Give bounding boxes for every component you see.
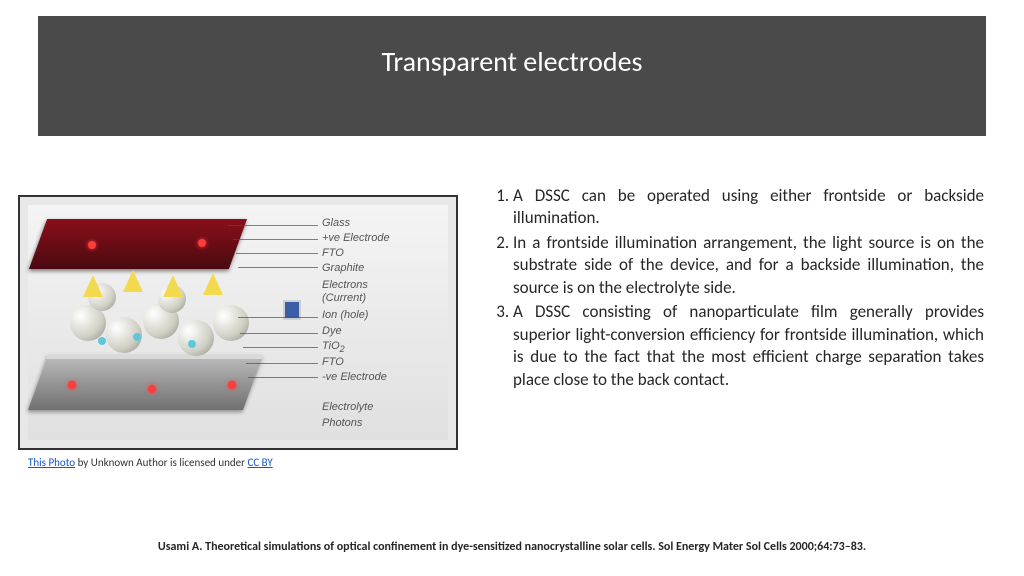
electron-dot bbox=[133, 333, 141, 341]
photon-cone bbox=[163, 275, 183, 297]
leader-line bbox=[236, 253, 318, 254]
label-ion: Ion (hole) bbox=[322, 309, 368, 321]
label-fto-bottom: FTO bbox=[322, 356, 344, 368]
label-fto-top: FTO bbox=[322, 247, 344, 259]
caption-mid: by Unknown Author is licensed under bbox=[75, 456, 247, 469]
leader-line bbox=[240, 333, 318, 334]
license-link[interactable]: CC BY bbox=[247, 456, 272, 469]
photo-source-link[interactable]: This Photo bbox=[28, 456, 75, 469]
leader-line bbox=[243, 347, 318, 348]
led-dot bbox=[198, 239, 206, 247]
leader-line bbox=[246, 363, 318, 364]
electron-dot bbox=[188, 340, 196, 348]
citation-footer: Usami A. Theoretical simulations of opti… bbox=[0, 540, 1024, 554]
led-dot bbox=[148, 385, 156, 393]
content-row: Glass +ve Electrode FTO Graphite Electro… bbox=[0, 175, 1024, 506]
photon-cone bbox=[123, 270, 143, 292]
figure-caption: This Photo by Unknown Author is licensed… bbox=[28, 456, 465, 469]
label-neg-electrode: -ve Electrode bbox=[322, 371, 387, 383]
label-photons: Photons bbox=[322, 417, 362, 429]
slide-title: Transparent electrodes bbox=[382, 44, 643, 79]
label-glass: Glass bbox=[322, 217, 350, 229]
label-pos-electrode: +ve Electrode bbox=[322, 232, 390, 244]
photon-cone bbox=[203, 273, 223, 295]
tio2-sphere bbox=[178, 320, 214, 356]
title-bar: Transparent electrodes bbox=[38, 16, 986, 136]
dssc-diagram: Glass +ve Electrode FTO Graphite Electro… bbox=[18, 195, 458, 450]
label-current: (Current) bbox=[322, 292, 366, 304]
list-item: In a frontside illumination arrangement,… bbox=[513, 232, 984, 299]
list-item: A DSSC consisting of nanoparticulate fil… bbox=[513, 301, 984, 391]
diagram-canvas: Glass +ve Electrode FTO Graphite Electro… bbox=[28, 205, 448, 440]
leader-line bbox=[238, 267, 318, 268]
led-dot bbox=[228, 381, 236, 389]
tio2-sphere bbox=[213, 305, 249, 341]
figure-column: Glass +ve Electrode FTO Graphite Electro… bbox=[0, 175, 475, 506]
label-electrolyte: Electrolyte bbox=[322, 401, 373, 413]
leader-line bbox=[228, 225, 318, 226]
top-electrode-plate bbox=[29, 219, 247, 269]
led-dot bbox=[88, 241, 96, 249]
leader-line bbox=[238, 317, 318, 318]
electron-dot bbox=[98, 337, 106, 345]
leader-line bbox=[248, 377, 318, 378]
photon-cone bbox=[83, 275, 103, 297]
list-item: A DSSC can be operated using either fron… bbox=[513, 185, 984, 230]
label-graphite: Graphite bbox=[322, 262, 364, 274]
label-dye: Dye bbox=[322, 325, 342, 337]
label-tio2: TiO2 bbox=[322, 340, 345, 354]
text-column: A DSSC can be operated using either fron… bbox=[475, 175, 1024, 506]
leader-line bbox=[233, 239, 318, 240]
bullet-list: A DSSC can be operated using either fron… bbox=[485, 185, 984, 391]
led-dot bbox=[68, 381, 76, 389]
label-electrons: Electrons bbox=[322, 279, 368, 291]
